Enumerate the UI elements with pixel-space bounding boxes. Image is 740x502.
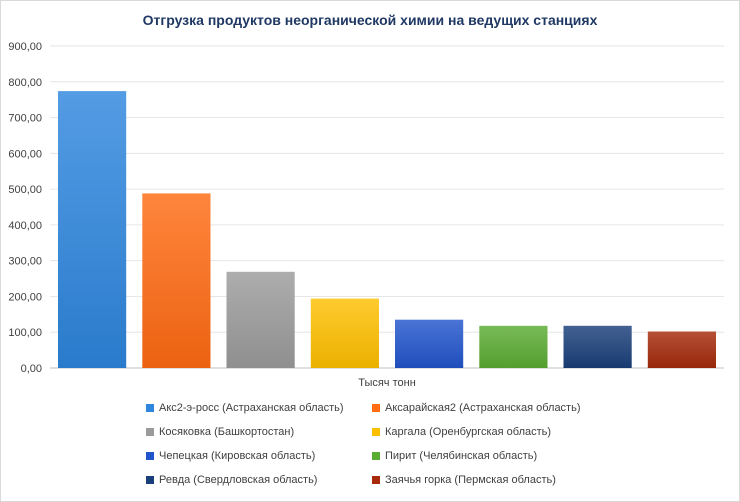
legend-label: Пирит (Челябинская область) (385, 450, 538, 462)
legend-label: Каргала (Оренбургская область) (385, 426, 552, 438)
legend-label: Акс2-э-росс (Астраханская область) (159, 402, 344, 414)
legend-item: Косяковка (Башкортостан) (146, 426, 294, 438)
legend-swatch (372, 452, 380, 460)
y-tick-label: 0,00 (21, 363, 42, 375)
x-axis-label: Тысяч тонн (358, 377, 416, 389)
y-tick-label: 700,00 (8, 113, 42, 125)
legend-item: Заячья горка (Пермская область) (372, 474, 556, 486)
legend-swatch (146, 404, 154, 412)
legend-item: Чепецкая (Кировская область) (146, 450, 315, 462)
legend-item: Аксарайская2 (Астраханская область) (372, 402, 581, 414)
legend-swatch (146, 428, 154, 436)
bar-2 (142, 193, 211, 368)
chart-title: Отгрузка продуктов неорганической химии … (142, 12, 598, 28)
legend-label: Аксарайская2 (Астраханская область) (385, 402, 581, 414)
bar-4 (310, 298, 379, 368)
legend-item: Каргала (Оренбургская область) (372, 426, 551, 438)
legend-label: Ревда (Свердловская область) (159, 474, 318, 486)
legend-swatch (372, 428, 380, 436)
legend-label: Чепецкая (Кировская область) (159, 450, 316, 462)
y-tick-label: 800,00 (8, 77, 42, 89)
legend-item: Пирит (Челябинская область) (372, 450, 537, 462)
y-tick-label: 400,00 (8, 220, 42, 232)
y-tick-label: 200,00 (8, 291, 42, 303)
legend-swatch (146, 452, 154, 460)
bar-3 (226, 271, 295, 368)
y-tick-label: 600,00 (8, 148, 42, 160)
bar-5 (395, 319, 464, 368)
legend-item: Акс2-э-росс (Астраханская область) (146, 402, 344, 414)
y-tick-label: 500,00 (8, 184, 42, 196)
legend-item: Ревда (Свердловская область) (146, 474, 317, 486)
legend-label: Заячья горка (Пермская область) (385, 474, 556, 486)
bar-8 (647, 331, 716, 368)
bar-7 (563, 325, 632, 368)
bar-1 (58, 91, 127, 368)
legend-swatch (372, 404, 380, 412)
y-tick-label: 300,00 (8, 256, 42, 268)
y-tick-label: 900,00 (8, 41, 42, 53)
y-tick-label: 100,00 (8, 327, 42, 339)
bar-6 (479, 325, 548, 368)
legend-swatch (146, 476, 154, 484)
legend-label: Косяковка (Башкортостан) (159, 426, 295, 438)
bars (58, 91, 716, 368)
legend-swatch (372, 476, 380, 484)
y-axis-ticks: 0,00 100,00 200,00 300,00 400,00 500,00 600,00… (8, 41, 42, 375)
